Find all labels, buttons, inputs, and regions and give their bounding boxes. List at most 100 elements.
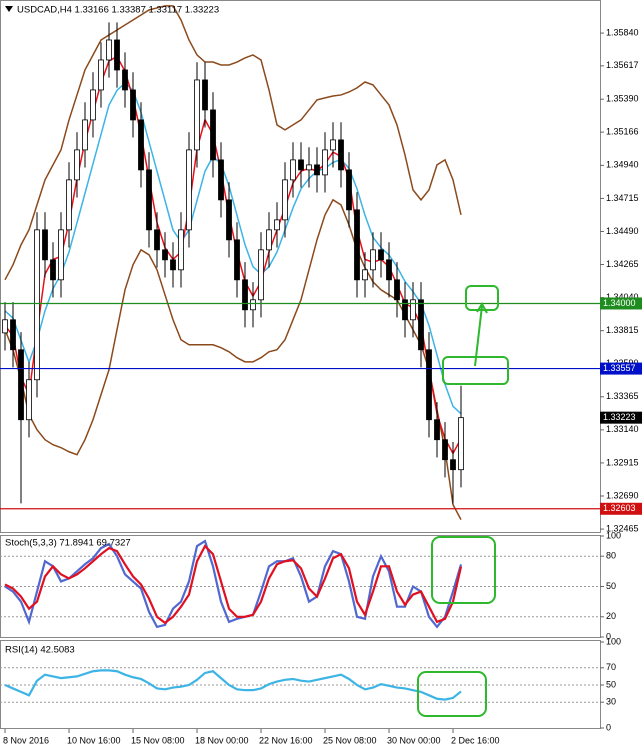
- annotation-arrow: [474, 302, 488, 367]
- indicator-line: [4, 669, 462, 701]
- candle-body: [298, 159, 304, 171]
- candle-body: [330, 139, 336, 151]
- candle-body: [386, 259, 392, 281]
- candle-body: [106, 39, 112, 61]
- candle-body: [370, 249, 376, 271]
- y-tick-label: 1.34715: [606, 193, 639, 203]
- y-tick-label: 30: [606, 697, 616, 707]
- candle-body: [18, 349, 24, 421]
- annotation-box: [431, 536, 496, 604]
- y-tick-label: 1.35617: [606, 60, 639, 70]
- y-tick-label: 70: [606, 662, 616, 672]
- candle-body: [362, 269, 368, 281]
- candle-body: [138, 119, 144, 171]
- candle-body: [234, 239, 240, 281]
- y-tick-label: 0: [606, 631, 611, 641]
- candle-body: [74, 149, 80, 181]
- y-tick-label: 20: [606, 611, 616, 621]
- candle-body: [114, 39, 120, 71]
- candle-body: [450, 459, 456, 471]
- y-tick-label: 1.35390: [606, 94, 639, 104]
- candle-body: [2, 319, 8, 334]
- x-tick-label: 2 Dec 16:00: [451, 735, 500, 745]
- indicator-line: [4, 198, 462, 521]
- y-tick-label: 1.32465: [606, 523, 639, 533]
- x-tick-label: 18 Nov 00:00: [195, 735, 249, 745]
- y-tick-label: 1.32690: [606, 490, 639, 500]
- stoch-title: Stoch(5,3,3) 71.8941 69.7327: [5, 538, 131, 549]
- candle-body: [170, 259, 176, 271]
- x-tick-label: 25 Nov 08:00: [323, 735, 377, 745]
- candle-body: [314, 164, 320, 176]
- y-tick-label: 1.35166: [606, 126, 639, 136]
- candle-body: [290, 159, 296, 181]
- candle-body: [426, 349, 432, 421]
- candle-body: [186, 149, 192, 231]
- level-label: 1.32603: [603, 503, 636, 513]
- candle-body: [346, 169, 352, 211]
- annotation-box: [417, 671, 487, 717]
- layers: 1.35840 1.35617 1.35390 1.35166 1.34940 1.347…: [0, 5, 642, 745]
- candle-body: [34, 229, 40, 381]
- price-label: 1.33223: [603, 412, 636, 422]
- candle-body: [402, 299, 408, 321]
- y-tick-label: 1.33815: [606, 325, 639, 335]
- y-tick-label: 80: [606, 551, 616, 561]
- y-tick-label: 50: [606, 581, 616, 591]
- level-tag: [600, 502, 642, 515]
- candle-body: [306, 164, 312, 171]
- candle-body: [50, 259, 56, 281]
- y-tick-label: 100: [606, 530, 621, 540]
- indicator-line: [4, 55, 462, 455]
- y-tick-label: 1.34265: [606, 259, 639, 269]
- candle-body: [194, 79, 200, 151]
- candle-body: [442, 439, 448, 461]
- indicator-line: [4, 82, 462, 415]
- x-tick-label: 8 Nov 2016: [3, 735, 49, 745]
- candle-body: [42, 229, 48, 261]
- candle-body: [354, 209, 360, 281]
- level-label: 1.34000: [603, 298, 636, 308]
- candle-body: [58, 229, 64, 281]
- price-tag: [600, 411, 642, 424]
- y-tick-label: 1.34940: [606, 160, 639, 170]
- candle-body: [210, 109, 216, 161]
- candle-body: [274, 219, 280, 231]
- candle-body: [26, 379, 32, 421]
- level-label: 1.33557: [603, 363, 636, 373]
- y-tick-label: 1.32915: [606, 457, 639, 467]
- candle-body: [338, 139, 344, 171]
- candle-body: [322, 149, 328, 176]
- level-tag: [600, 297, 642, 310]
- candle-body: [98, 59, 104, 91]
- annotations: [417, 285, 509, 717]
- indicator-line: [4, 539, 463, 629]
- x-tick-label: 15 Nov 08:00: [131, 735, 185, 745]
- y-tick-label: 50: [606, 679, 616, 689]
- y-tick-label: 1.34490: [606, 226, 639, 236]
- candle-body: [82, 119, 88, 151]
- candle-body: [202, 79, 208, 111]
- candle-body: [258, 249, 264, 301]
- y-tick-label: 0: [606, 722, 611, 732]
- candle-body: [90, 89, 96, 121]
- candle-body: [122, 69, 128, 91]
- y-tick-label: 1.34040: [606, 292, 639, 302]
- candle-body: [226, 199, 232, 241]
- y-tick-label: 1.33140: [606, 424, 639, 434]
- candle-body: [250, 299, 256, 311]
- candle-body: [266, 229, 272, 251]
- x-tick-label: 30 Nov 00:00: [387, 735, 441, 745]
- candle-body: [394, 279, 400, 301]
- candle-body: [146, 169, 152, 231]
- candle-body: [154, 229, 160, 251]
- x-tick-label: 10 Nov 16:00: [67, 735, 121, 745]
- candle-body: [434, 419, 440, 441]
- candle-body: [458, 417, 464, 471]
- candle-body: [282, 179, 288, 221]
- candle-body: [10, 319, 16, 351]
- candle-body: [418, 299, 424, 351]
- candle-body: [378, 249, 384, 261]
- candle-body: [178, 229, 184, 271]
